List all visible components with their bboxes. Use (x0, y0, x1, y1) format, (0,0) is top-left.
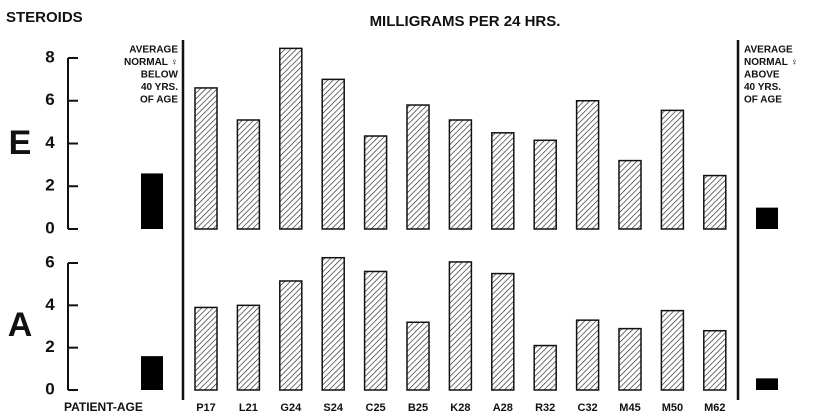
annotation: NORMAL ♀ (744, 57, 798, 68)
bar (363, 270, 388, 391)
y-tick-label: 6 (45, 90, 54, 109)
bar (491, 132, 515, 230)
bar (448, 119, 473, 230)
annotation: OF AGE (744, 95, 782, 106)
bar (406, 321, 430, 391)
x-tick-label: A28 (493, 402, 513, 414)
bar (660, 309, 685, 391)
chart-title: MILLIGRAMS PER 24 HRS. (370, 13, 561, 30)
bar (575, 319, 600, 391)
y-tick-label: 2 (45, 176, 54, 195)
panel-label: E (9, 124, 32, 162)
bar (703, 329, 727, 391)
y-tick-label: 0 (45, 379, 54, 398)
annotation: ABOVE (744, 70, 780, 81)
x-tick-label: S24 (323, 402, 343, 414)
y-tick-label: 0 (45, 218, 54, 237)
bar (660, 109, 685, 230)
bar (575, 100, 600, 230)
x-axis-title: PATIENT-AGE (64, 400, 143, 414)
x-tick-label: G24 (280, 402, 302, 414)
bar (533, 344, 557, 391)
normal-bar (756, 378, 778, 390)
annotation: AVERAGE (129, 45, 178, 56)
bar (406, 104, 430, 230)
bar (363, 135, 388, 230)
bar (321, 256, 345, 391)
x-tick-label: K28 (450, 402, 470, 414)
annotation: NORMAL ♀ (124, 57, 178, 68)
bar (279, 47, 303, 230)
annotation: AVERAGE (744, 45, 793, 56)
y-tick-label: 8 (45, 47, 54, 66)
bar (703, 174, 727, 230)
x-tick-label: L21 (239, 402, 258, 414)
y-tick-label: 4 (45, 295, 55, 314)
annotation: 40 YRS. (744, 82, 781, 93)
x-tick-label: C25 (366, 402, 386, 414)
bar (533, 139, 557, 230)
bar (618, 159, 642, 230)
y-tick-label: 2 (45, 337, 54, 356)
x-tick-label: P17 (196, 402, 216, 414)
bar (236, 119, 261, 230)
bar (448, 261, 473, 391)
bar (491, 272, 515, 391)
bar (279, 280, 303, 391)
y-axis-title: STEROIDS (6, 9, 83, 26)
bar (236, 304, 261, 391)
bar (321, 78, 345, 230)
annotation: 40 YRS. (141, 82, 178, 93)
normal-bar (141, 356, 163, 390)
bar (618, 327, 642, 391)
x-tick-label: B25 (408, 402, 428, 414)
normal-bar (756, 207, 778, 229)
annotation: OF AGE (140, 95, 178, 106)
x-tick-label: M62 (704, 402, 725, 414)
x-tick-label: M50 (662, 402, 683, 414)
bar (194, 87, 218, 230)
y-tick-label: 6 (45, 252, 54, 271)
annotation: BELOW (141, 70, 179, 81)
panel-label: A (8, 306, 33, 344)
x-tick-label: C32 (578, 402, 598, 414)
x-tick-label: R32 (535, 402, 555, 414)
y-tick-label: 4 (45, 133, 55, 152)
bar (194, 306, 218, 391)
x-tick-label: M45 (619, 402, 640, 414)
normal-bar (141, 173, 163, 229)
